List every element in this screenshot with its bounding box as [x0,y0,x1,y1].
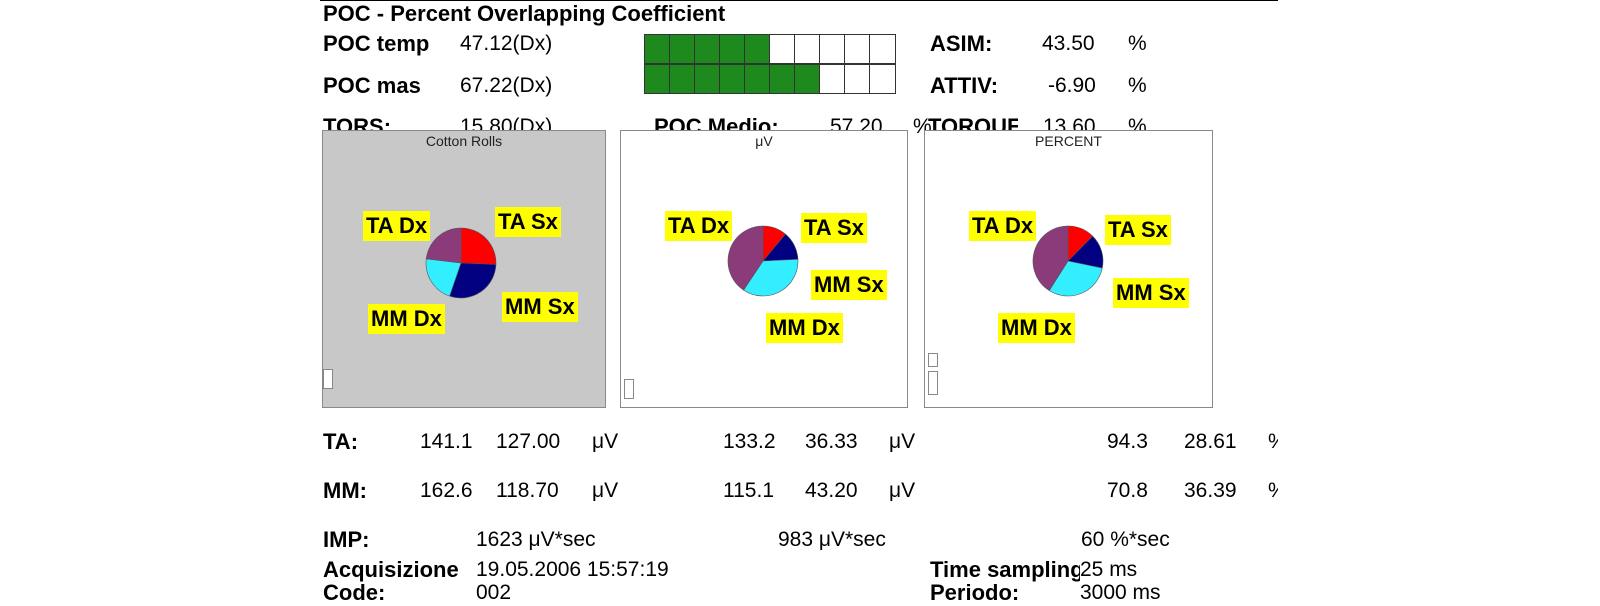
bar-cell-empty [770,35,795,63]
bar-cell-filled [770,65,795,93]
ta-value-6: 28.61 [1184,430,1237,453]
panel-title: μV [755,133,773,149]
asim-label: ASIM: [930,31,993,56]
imp-value-3: 60 %*sec [1081,528,1170,551]
asim-value: 43.50 [1042,32,1095,55]
panel-title: Cotton Rolls [425,133,503,149]
imp-label: IMP: [323,527,370,552]
bar-cell-empty [820,35,845,63]
pie-slice-ta-dx [1032,225,1069,291]
pie-slice-ta-sx [460,227,497,265]
bar-cell-filled [645,35,670,63]
ta-value-2: 127.00 [496,430,561,453]
scrollbar-arrow-up[interactable] [928,353,938,367]
scrollbar-handle[interactable] [928,371,938,395]
acquisition-label: Acquisizione [323,557,459,582]
attiv-value: -6.90 [1048,74,1096,97]
label-ta-dx: TA Dx [969,211,1037,241]
poc-temp-value: 47.12(Dx) [460,32,553,55]
bar-cell-empty [845,35,870,63]
bar-cell-filled [720,65,745,93]
pie-chart-microvolt [727,225,799,297]
label-ta-sx: TA Sx [1105,215,1171,245]
pie-slice-mm-dx [425,258,462,297]
mm-unit-3: % [1268,479,1278,503]
label-mm-sx: MM Sx [811,270,887,300]
poc-mas-value: 67.22(Dx) [460,74,553,97]
bar-cell-filled [645,65,670,93]
label-ta-dx: TA Dx [665,211,733,241]
pie-slice-mm-sx [449,262,497,299]
bar-cell-filled [720,35,745,63]
label-ta-sx: TA Sx [801,213,867,243]
ta-unit-3: % [1268,430,1278,454]
panel-cotton-rolls: Cotton Rolls TA Dx TA Sx MM Dx MM Sx [322,130,606,408]
pie-slice-mm-dx [743,259,799,297]
label-mm-dx: MM Dx [766,313,843,343]
poc-temp-label: POC temp [323,31,430,56]
bar-cell-filled [695,35,720,63]
mm-unit-2: μV [889,479,916,502]
bar-cell-empty [870,35,895,63]
label-mm-dx: MM Dx [998,313,1075,343]
attiv-unit: % [1128,74,1147,97]
mm-value-1: 162.6 [420,479,473,502]
ta-unit-1: μV [592,430,619,453]
pie-chart-cotton-rolls [425,227,497,299]
ta-value-5: 94.3 [1107,430,1148,453]
ta-row-label: TA: [323,429,359,454]
panel-microvolt: μV TA Dx TA Sx MM Dx MM Sx [620,130,908,408]
page-title: POC - Percent Overlapping Coefficient [323,1,726,26]
bar-cell-empty [795,35,820,63]
bar-cell-empty [845,65,870,93]
code-label: Code: [323,580,386,605]
bar-cell-filled [695,65,720,93]
imp-value-1: 1623 μV*sec [476,528,596,551]
mm-value-3: 115.1 [723,479,774,502]
bar-cell-empty [820,65,845,93]
label-mm-sx: MM Sx [502,292,578,322]
top-rule [320,0,1278,1]
time-sampling-label: Time sampling [930,557,1080,582]
scrollbar-handle[interactable] [323,369,333,389]
poc-mas-label: POC mas [323,73,421,98]
poc-mas-bar [644,64,896,94]
bar-cell-filled [745,35,770,63]
ta-value-1: 141.1 [420,430,473,453]
label-mm-sx: MM Sx [1113,278,1189,308]
label-ta-sx: TA Sx [495,207,561,237]
imp-value-2: 983 μV*sec [778,528,886,551]
period-label: Periodo: [930,580,1020,605]
label-mm-dx: MM Dx [368,304,445,334]
mm-value-6: 36.39 [1184,479,1237,502]
asim-unit: % [1128,32,1147,55]
ta-value-3: 133.2 [723,430,776,453]
ta-value-4: 36.33 [805,430,858,453]
pie-slice-ta-dx [425,227,462,264]
mm-row-label: MM: [323,478,367,503]
bar-cell-empty [870,65,895,93]
period-value: 3000 ms [1080,581,1161,604]
bar-cell-filled [745,65,770,93]
mm-value-4: 43.20 [805,479,858,502]
attiv-label: ATTIV: [930,73,999,98]
time-sampling-value: 25 ms [1080,558,1138,581]
pie-slice-ta-dx [727,225,764,291]
poc-temp-bar [644,34,896,64]
acquisition-value: 19.05.2006 15:57:19 [476,558,669,581]
scrollbar-handle[interactable] [624,379,634,399]
bar-cell-filled [670,35,695,63]
panel-percent: PERCENT TA Dx TA Sx MM Dx MM Sx [924,130,1213,408]
mm-value-5: 70.8 [1107,479,1148,502]
mm-unit-1: μV [592,479,619,502]
bar-cell-filled [795,65,820,93]
panel-title: PERCENT [1035,133,1102,149]
code-value: 002 [476,581,512,604]
label-ta-dx: TA Dx [363,211,431,241]
bar-cell-filled [670,65,695,93]
mm-value-2: 118.70 [496,479,559,502]
pie-chart-percent [1032,225,1104,297]
ta-unit-2: μV [889,430,916,453]
